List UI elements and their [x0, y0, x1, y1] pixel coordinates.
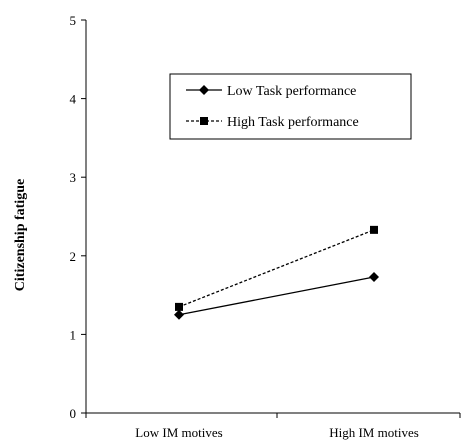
y-tick-label: 1 [70, 327, 77, 342]
x-tick-label: High IM motives [329, 425, 419, 440]
x-axis-ticks: Low IM motives High IM motives [85, 413, 461, 440]
legend-box [169, 73, 412, 140]
y-tick-label: 5 [70, 13, 77, 28]
data-point-diamond [174, 309, 184, 320]
y-tick-label: 0 [70, 406, 77, 421]
y-tick-label: 3 [70, 170, 77, 185]
x-tick-label: Low IM motives [135, 425, 222, 440]
legend: Low Task performance High Task performanc… [169, 73, 412, 140]
series-low-task-performance [174, 272, 379, 320]
y-tick-label: 2 [70, 249, 77, 264]
data-point-diamond [199, 85, 209, 95]
series-high-task-performance [175, 225, 378, 311]
legend-entry-label: High Task performance [227, 115, 359, 130]
data-point-square [200, 117, 208, 125]
data-point-square [175, 302, 183, 311]
data-point-square [370, 225, 378, 234]
y-axis-label: Citizenship fatigue [13, 179, 28, 291]
legend-entry-label: Low Task performance [227, 84, 356, 99]
data-point-diamond [369, 272, 379, 283]
series-lines [174, 225, 379, 320]
y-axis-ticks: 0 1 2 3 4 5 [70, 13, 86, 421]
chart-axes [85, 20, 460, 414]
series-line [178, 276, 375, 316]
y-tick-label: 4 [70, 92, 77, 107]
